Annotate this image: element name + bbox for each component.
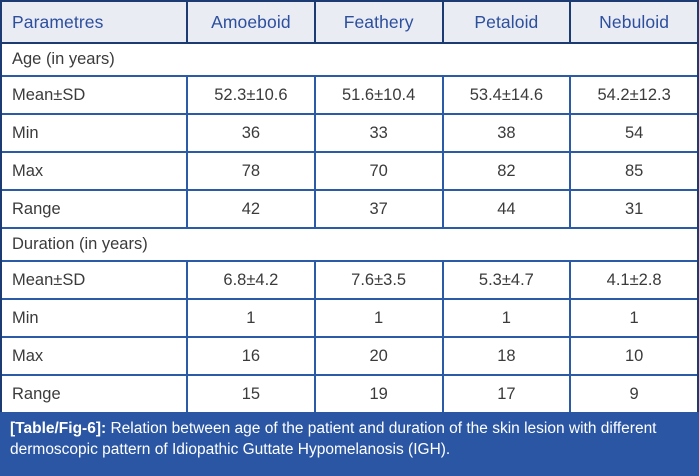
cell-value: 78 [186,153,314,189]
section-title: Duration (in years) [12,235,148,253]
cell-value: 18 [441,338,570,374]
cell-value: 1 [186,300,314,336]
cell-value: 1 [441,300,570,336]
table-row: Range 42 37 44 31 [2,189,697,227]
cell-value: 38 [441,115,570,151]
column-header-petaloid: Petaloid [441,2,570,42]
cell-value: 44 [441,191,570,227]
figure-caption: [Table/Fig-6]: Relation between age of t… [0,412,699,476]
cell-value: 42 [186,191,314,227]
table-row: Min 1 1 1 1 [2,298,697,336]
table-header-row: Parametres Amoeboid Feathery Petaloid Ne… [2,2,697,44]
cell-value: 53.4±14.6 [441,77,570,113]
cell-value: 52.3±10.6 [186,77,314,113]
table-row: Mean±SD 52.3±10.6 51.6±10.4 53.4±14.6 54… [2,75,697,113]
column-header-feathery: Feathery [313,2,442,42]
cell-value: 31 [569,191,697,227]
cell-value: 54.2±12.3 [569,77,697,113]
column-header-amoeboid: Amoeboid [186,2,314,42]
section-row-duration: Duration (in years) [2,227,697,260]
section-row-age: Age (in years) [2,44,697,75]
row-label: Max [12,161,44,180]
cell-value: 70 [313,153,442,189]
row-label: Range [12,199,61,218]
section-title: Age (in years) [12,50,115,68]
cell-value: 15 [186,376,314,412]
column-header-nebuloid: Nebuloid [569,2,697,42]
cell-value: 6.8±4.2 [186,262,314,298]
cell-value: 33 [313,115,442,151]
table-row: Range 15 19 17 9 [2,374,697,412]
cell-value: 36 [186,115,314,151]
row-label: Min [12,123,39,142]
row-label: Max [12,346,44,365]
cell-value: 85 [569,153,697,189]
cell-value: 10 [569,338,697,374]
cell-value: 82 [441,153,570,189]
table-row: Max 78 70 82 85 [2,151,697,189]
row-label: Range [12,384,61,403]
cell-value: 16 [186,338,314,374]
cell-value: 19 [313,376,442,412]
caption-label: [Table/Fig-6]: [10,420,107,437]
cell-value: 54 [569,115,697,151]
cell-value: 37 [313,191,442,227]
cell-value: 9 [569,376,697,412]
cell-value: 7.6±3.5 [313,262,442,298]
cell-value: 51.6±10.4 [313,77,442,113]
table-row: Min 36 33 38 54 [2,113,697,151]
row-label: Mean±SD [12,85,86,104]
row-label: Mean±SD [12,270,86,289]
cell-value: 20 [313,338,442,374]
cell-value: 5.3±4.7 [441,262,570,298]
column-header-parametres: Parametres [12,11,104,32]
cell-value: 17 [441,376,570,412]
caption-text: Relation between age of the patient and … [10,420,657,459]
table-row: Max 16 20 18 10 [2,336,697,374]
cell-value: 4.1±2.8 [569,262,697,298]
table-row: Mean±SD 6.8±4.2 7.6±3.5 5.3±4.7 4.1±2.8 [2,260,697,298]
data-table: Parametres Amoeboid Feathery Petaloid Ne… [0,0,699,412]
row-label: Min [12,308,39,327]
cell-value: 1 [569,300,697,336]
cell-value: 1 [313,300,442,336]
